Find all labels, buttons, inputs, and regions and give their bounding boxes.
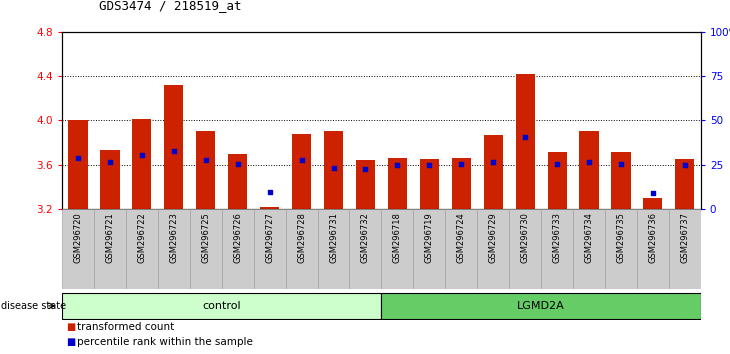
Text: GSM296734: GSM296734 xyxy=(585,212,593,263)
Bar xyxy=(548,153,566,209)
Text: control: control xyxy=(202,301,241,311)
Point xyxy=(583,160,595,165)
Point xyxy=(72,155,84,161)
Bar xyxy=(190,209,222,289)
Bar xyxy=(381,293,701,319)
Bar xyxy=(196,131,215,209)
Text: GSM296719: GSM296719 xyxy=(425,212,434,263)
Bar xyxy=(388,158,407,209)
Bar xyxy=(260,207,279,209)
Bar xyxy=(350,209,381,289)
Text: GSM296718: GSM296718 xyxy=(393,212,402,263)
Bar xyxy=(483,135,503,209)
Text: LGMD2A: LGMD2A xyxy=(518,301,565,311)
Bar xyxy=(126,209,158,289)
Text: transformed count: transformed count xyxy=(77,322,174,332)
Bar xyxy=(445,209,477,289)
Text: GSM296728: GSM296728 xyxy=(297,212,306,263)
Point xyxy=(647,190,658,196)
Text: GSM296727: GSM296727 xyxy=(265,212,274,263)
Text: GSM296735: GSM296735 xyxy=(616,212,626,263)
Text: GSM296731: GSM296731 xyxy=(329,212,338,263)
Point xyxy=(200,157,212,163)
Text: GSM296730: GSM296730 xyxy=(520,212,530,263)
Bar xyxy=(605,209,637,289)
Point xyxy=(360,166,372,172)
Bar xyxy=(101,150,120,209)
Bar xyxy=(643,198,663,209)
Point xyxy=(328,165,339,171)
Text: GSM296723: GSM296723 xyxy=(169,212,178,263)
Text: ■: ■ xyxy=(66,322,75,332)
Bar xyxy=(356,160,375,209)
Point xyxy=(264,189,275,195)
Bar xyxy=(573,209,605,289)
Bar xyxy=(285,209,318,289)
Bar xyxy=(381,209,413,289)
Point xyxy=(519,134,531,140)
Point xyxy=(551,161,563,166)
Bar xyxy=(637,209,669,289)
Bar xyxy=(254,209,285,289)
Bar xyxy=(132,119,152,209)
Bar xyxy=(94,209,126,289)
Bar xyxy=(324,131,343,209)
Bar xyxy=(675,159,694,209)
Text: GSM296736: GSM296736 xyxy=(648,212,658,263)
Text: disease state: disease state xyxy=(1,301,66,311)
Bar xyxy=(164,85,183,209)
Text: GSM296721: GSM296721 xyxy=(105,212,115,263)
Text: percentile rank within the sample: percentile rank within the sample xyxy=(77,337,253,347)
Bar xyxy=(515,74,534,209)
Text: GSM296725: GSM296725 xyxy=(201,212,210,263)
Bar xyxy=(62,293,381,319)
Point xyxy=(423,162,435,167)
Bar xyxy=(69,120,88,209)
Text: ■: ■ xyxy=(66,337,75,347)
Bar xyxy=(62,209,94,289)
Bar xyxy=(541,209,573,289)
Bar xyxy=(612,153,631,209)
Bar xyxy=(452,158,471,209)
Bar xyxy=(318,209,350,289)
Bar xyxy=(222,209,254,289)
Text: GSM296737: GSM296737 xyxy=(680,212,689,263)
Point xyxy=(168,149,180,154)
Point xyxy=(296,157,307,163)
Bar xyxy=(228,154,247,209)
Bar xyxy=(413,209,445,289)
Text: GDS3474 / 218519_at: GDS3474 / 218519_at xyxy=(99,0,241,12)
Point xyxy=(456,161,467,166)
Bar xyxy=(477,209,510,289)
Text: GSM296720: GSM296720 xyxy=(74,212,82,263)
Bar xyxy=(580,131,599,209)
Bar xyxy=(669,209,701,289)
Text: GSM296729: GSM296729 xyxy=(488,212,498,263)
Text: GSM296724: GSM296724 xyxy=(457,212,466,263)
Point xyxy=(615,161,627,166)
Bar xyxy=(292,134,311,209)
Bar xyxy=(510,209,541,289)
Text: GSM296732: GSM296732 xyxy=(361,212,370,263)
Point xyxy=(679,162,691,167)
Point xyxy=(488,160,499,165)
Bar xyxy=(158,209,190,289)
Text: GSM296733: GSM296733 xyxy=(553,212,561,263)
Text: GSM296726: GSM296726 xyxy=(233,212,242,263)
Bar xyxy=(420,159,439,209)
Point xyxy=(136,152,147,158)
Point xyxy=(232,161,244,166)
Point xyxy=(104,160,116,165)
Point xyxy=(391,162,403,167)
Text: GSM296722: GSM296722 xyxy=(137,212,147,263)
